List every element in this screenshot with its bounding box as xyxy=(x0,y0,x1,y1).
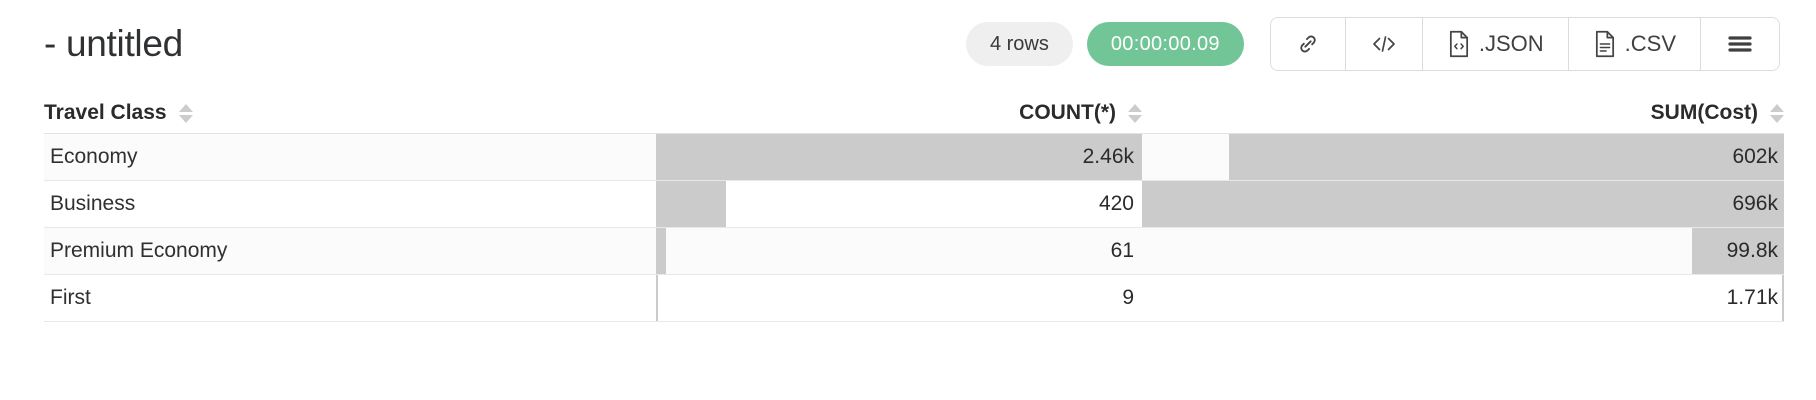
sum-bar xyxy=(1782,275,1784,321)
json-file-icon xyxy=(1447,30,1471,58)
cell-sum-cost: 602k xyxy=(1142,134,1784,180)
table-row[interactable]: Business 420 696k xyxy=(44,181,1784,228)
query-timer-badge: 00:00:00.09 xyxy=(1086,22,1244,66)
csv-file-icon xyxy=(1593,30,1617,58)
count-bar xyxy=(656,134,1142,180)
cell-sum-cost-value: 1.71k xyxy=(1726,286,1778,309)
column-header-label: Travel Class xyxy=(44,101,167,124)
header-toolbar: 4 rows 00:00:00.09 xyxy=(965,17,1780,71)
count-bar xyxy=(656,275,658,321)
sum-bar xyxy=(1692,228,1784,274)
cell-sum-cost: 99.8k xyxy=(1142,228,1784,274)
share-link-button[interactable] xyxy=(1270,18,1346,70)
column-header-label: COUNT(*) xyxy=(1019,101,1116,124)
column-header-travel-class[interactable]: Travel Class xyxy=(44,101,656,125)
page-title: - untitled xyxy=(44,23,183,64)
column-header-label: SUM(Cost) xyxy=(1650,101,1758,124)
cell-count-value: 61 xyxy=(1110,239,1134,262)
sort-icon[interactable] xyxy=(178,103,193,123)
export-json-label: .JSON xyxy=(1478,31,1544,56)
cell-travel-class: Economy xyxy=(50,145,138,168)
count-bar xyxy=(656,181,727,227)
cell-count-value: 9 xyxy=(1122,286,1134,309)
hamburger-icon xyxy=(1725,33,1755,55)
cell-travel-class: Premium Economy xyxy=(50,239,228,262)
cell-count: 61 xyxy=(656,228,1142,274)
panel-header: - untitled 4 rows 00:00:00.09 xyxy=(0,0,1816,88)
sum-bar xyxy=(1142,181,1784,227)
menu-button[interactable] xyxy=(1701,18,1779,70)
cell-sum-cost-value: 602k xyxy=(1732,145,1778,168)
table-header-row: Travel Class COUNT(*) SUM(Cost) xyxy=(44,88,1784,134)
cell-count: 2.46k xyxy=(656,134,1142,180)
sort-icon[interactable] xyxy=(1128,103,1142,123)
cell-sum-cost: 1.71k xyxy=(1142,275,1784,321)
cell-count: 420 xyxy=(656,181,1142,227)
cell-count: 9 xyxy=(656,275,1142,321)
cell-count-value: 420 xyxy=(1098,192,1134,215)
row-count-badge: 4 rows xyxy=(965,22,1073,66)
column-header-sum-cost[interactable]: SUM(Cost) xyxy=(1142,101,1784,125)
export-csv-label: .CSV xyxy=(1624,31,1676,56)
export-csv-button[interactable]: .CSV xyxy=(1568,18,1701,70)
cell-travel-class: First xyxy=(50,286,91,309)
cell-sum-cost: 696k xyxy=(1142,181,1784,227)
cell-sum-cost-value: 99.8k xyxy=(1726,239,1778,262)
sum-bar xyxy=(1228,134,1784,180)
sort-icon[interactable] xyxy=(1770,103,1784,123)
count-bar xyxy=(656,228,667,274)
cell-travel-class: Business xyxy=(50,192,136,215)
link-icon xyxy=(1295,31,1321,57)
column-header-count[interactable]: COUNT(*) xyxy=(656,101,1142,125)
results-table: Travel Class COUNT(*) SUM(Cost) Economy … xyxy=(44,88,1784,322)
cell-count-value: 2.46k xyxy=(1082,145,1134,168)
code-icon xyxy=(1370,32,1398,56)
table-row[interactable]: Economy 2.46k 602k xyxy=(44,134,1784,181)
export-button-group: .JSON .CSV xyxy=(1269,17,1780,71)
table-row[interactable]: Premium Economy 61 99.8k xyxy=(44,228,1784,275)
cell-sum-cost-value: 696k xyxy=(1732,192,1778,215)
embed-code-button[interactable] xyxy=(1345,18,1423,70)
table-row[interactable]: First 9 1.71k xyxy=(44,275,1784,322)
export-json-button[interactable]: .JSON xyxy=(1422,18,1569,70)
